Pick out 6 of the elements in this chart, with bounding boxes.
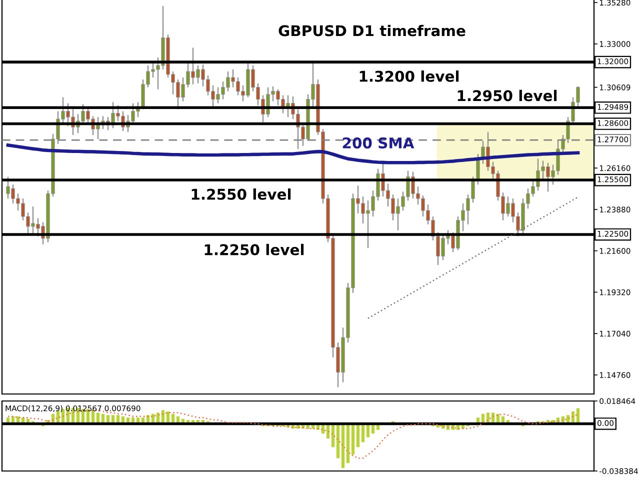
text: GBPUSD D1 timeframe [278,24,466,36]
annotation: 1.2550 level [192,188,291,200]
annotation: 1.2950 level [458,90,557,102]
series-label: 200 SMA [342,137,414,149]
annotation: 1.2250 level [204,244,304,256]
annotation: 1.3200 level [360,70,459,82]
